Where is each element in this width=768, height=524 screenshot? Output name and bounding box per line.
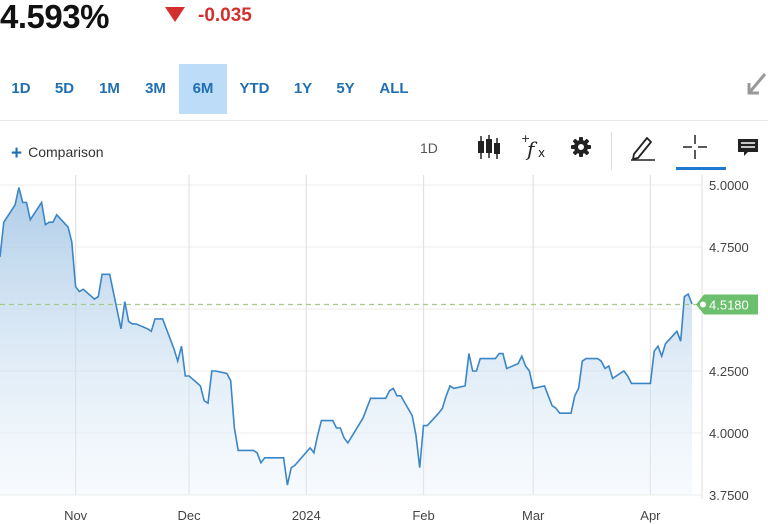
pencil-icon[interactable] — [628, 132, 658, 162]
comparison-label: Comparison — [28, 144, 104, 160]
comparison-button[interactable]: + Comparison — [11, 143, 104, 165]
price-change: -0.035 — [198, 5, 252, 26]
range-5d-button[interactable]: 5D — [54, 80, 75, 97]
range-1d-button[interactable]: 1D — [11, 80, 31, 97]
range-3m-button[interactable]: 3M — [145, 80, 166, 97]
comment-icon[interactable] — [736, 132, 766, 162]
toolbar-separator — [611, 132, 612, 170]
crosshair-icon[interactable] — [680, 132, 710, 162]
down-triangle-icon — [165, 7, 185, 22]
interval-selector[interactable]: 1D — [420, 140, 438, 156]
x-tick-label: Apr — [640, 508, 661, 523]
y-tick-label: 4.7500 — [709, 240, 749, 255]
x-tick-label: Nov — [64, 508, 88, 523]
x-tick-label: Feb — [412, 508, 434, 523]
time-range-selector: 1D 5D 1M 3M 6M YTD 1Y 5Y ALL — [0, 64, 421, 114]
toolbar-divider — [0, 120, 768, 121]
range-1m-button[interactable]: 1M — [99, 80, 120, 97]
x-tick-label: Dec — [178, 508, 202, 523]
candlestick-icon[interactable] — [474, 132, 504, 162]
price-line — [0, 187, 693, 486]
range-all-button[interactable]: ALL — [379, 80, 409, 97]
range-5y-button[interactable]: 5Y — [336, 80, 355, 97]
y-tick-label: 4.0000 — [709, 426, 749, 441]
function-icon[interactable]: + f x — [521, 132, 551, 162]
range-ytd-button[interactable]: YTD — [239, 80, 270, 97]
x-tick-label: 2024 — [292, 508, 321, 523]
range-6m-button[interactable]: 6M — [179, 64, 227, 114]
svg-text:+: + — [521, 132, 530, 145]
last-value-label: 4.5180 — [696, 294, 758, 315]
gear-icon[interactable] — [566, 132, 596, 162]
y-tick-label: 5.0000 — [709, 178, 749, 193]
range-1y-button[interactable]: 1Y — [293, 80, 313, 97]
y-tick-label: 4.2500 — [709, 364, 749, 379]
y-tick-label: 3.7500 — [709, 488, 749, 503]
x-tick-label: Mar — [522, 508, 545, 523]
last-value-text: 4.5180 — [709, 298, 749, 313]
current-yield: 4.593% — [0, 0, 109, 35]
active-tool-indicator — [676, 167, 726, 170]
plus-icon: + — [11, 143, 23, 164]
expand-icon[interactable] — [744, 68, 768, 98]
svg-text:x: x — [538, 146, 545, 160]
svg-text:f: f — [525, 137, 538, 161]
area-fill — [0, 187, 692, 495]
